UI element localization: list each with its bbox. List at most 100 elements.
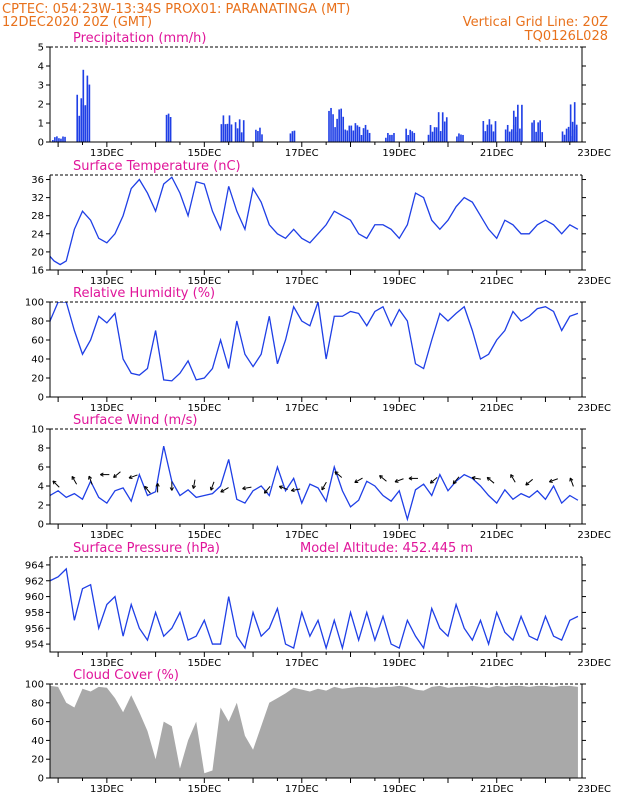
station-header: CPTEC: 054:23W-13:34S PROX01: PARANATING… [2,2,350,17]
wind-vector-head [169,487,174,491]
pres-annotation: Model Altitude: 452.445 m [300,541,473,556]
wind-vector-head [113,474,118,478]
pres-plot-area [50,567,579,651]
wind-plot-area [50,445,579,522]
precip-bar [488,119,491,142]
precip-bar [169,117,172,142]
wind-vector [242,486,252,491]
precip-bar [393,133,395,142]
precip-bar [338,109,340,142]
precip-bar [236,128,239,142]
precip-bar [230,124,233,142]
pres-panel: 954 956 958 960 962 964 13DEC 15DEC 17DEC 19DEC 21… [25,541,611,669]
precip-bar [364,124,367,142]
wind-vector-shaft [471,477,481,480]
precip-bar [561,131,564,142]
precip-bar [458,133,460,142]
precip-bar [80,104,83,142]
pres-ytick-label: 964 [25,560,44,571]
wind-vector-shaft [510,474,516,483]
pres-xtick-label: 23DEC [577,658,611,669]
wind-vector-shaft [549,478,558,483]
wind-vector [429,477,438,484]
precip-bar [52,140,54,142]
wind-ytick-label: 0 [38,520,44,531]
rh-ytick-label: 20 [31,374,44,385]
wind-vector-head [429,479,434,484]
precip-ytick-label: 2 [38,100,44,111]
temp-xtick-label: 13DEC [90,276,124,287]
wind-vector [510,474,516,483]
precip-xtick-label: 13DEC [90,148,124,159]
precip-bar [391,134,393,142]
wind-ytick-label: 10 [31,425,44,436]
precip-bar [259,127,261,142]
pres-ytick-label: 958 [25,608,44,619]
wind-vector-shaft [430,477,438,484]
wind-title: Surface Wind (m/s) [73,413,197,428]
wind-vector [408,476,418,481]
wind-panel: 024681013DEC15DEC17DEC19DEC21DEC23DEC25D… [31,413,611,541]
precip-bar [429,125,432,142]
temp-xtick-label: 21DEC [480,276,514,287]
wind-vector-head [510,474,514,479]
precip-bar [506,124,509,142]
wind-vector-head [128,475,133,480]
wind-vector-shaft [88,475,93,485]
cloud-ytick-label: 0 [38,774,44,785]
rh-ytick-label: 80 [31,317,44,328]
rh-xtick-label: 17DEC [285,403,319,414]
precip-bar [486,124,489,142]
precip-bar [535,131,537,142]
precip-bar [462,134,464,142]
wind-vector [321,481,327,491]
cloud-title: Cloud Cover (%) [73,668,179,683]
rh-ytick-label: 60 [31,336,44,347]
wind-vector-head [569,477,574,482]
wind-vector [209,481,215,491]
precip-bar [340,108,342,142]
wind-vector-head [486,476,491,481]
precip-bar [289,133,292,142]
wind-vector-head [88,475,93,480]
precip-bar [346,130,349,142]
cloud-ytick-label: 80 [31,698,44,709]
precip-plot-area [52,69,578,142]
precip-bar [569,104,572,142]
rh-series-line [50,302,579,382]
precip-bar [504,129,507,142]
precip-bar [76,94,79,142]
precip-bar [56,136,58,142]
precip-bar [334,127,336,142]
precip-bar [519,128,521,142]
cloud-xtick-label: 23DEC [577,784,611,795]
wind-vector [471,476,481,481]
precip-bar [567,126,570,142]
temp-xtick-label: 19DEC [382,276,416,287]
precip-bar [387,132,389,142]
precip-bar [354,123,357,142]
precip-xtick-label: 23DEC [577,148,611,159]
temp-xtick-label: 23DEC [577,276,611,287]
precip-xtick-label: 19DEC [382,148,416,159]
precip-bar [224,124,227,142]
wind-vector-head [290,488,295,493]
precip-bar [411,131,414,142]
precip-bar [228,115,231,142]
pres-ytick-label: 960 [25,592,44,603]
temp-series-line [50,176,579,266]
wind-vector-head [100,472,104,477]
wind-vector [263,486,271,494]
precip-bar [490,124,493,142]
precip-ytick-label: 5 [38,43,44,54]
wind-vector-shaft [394,478,404,483]
rh-frame [49,302,583,398]
rh-panel: 0 20 40 60 80 100 13DEC 15DEC 17DEC 19DEC 21DEC 23D… [25,286,611,414]
wind-vector-shaft [291,488,301,492]
precip-bar [531,122,533,142]
rh-xtick-label: 21DEC [480,403,514,414]
precip-title: Precipitation (mm/h) [73,31,206,46]
rh-xtick-label: 15DEC [187,403,221,414]
precip-bar [508,131,511,142]
temp-ytick-label: 20 [31,247,44,258]
